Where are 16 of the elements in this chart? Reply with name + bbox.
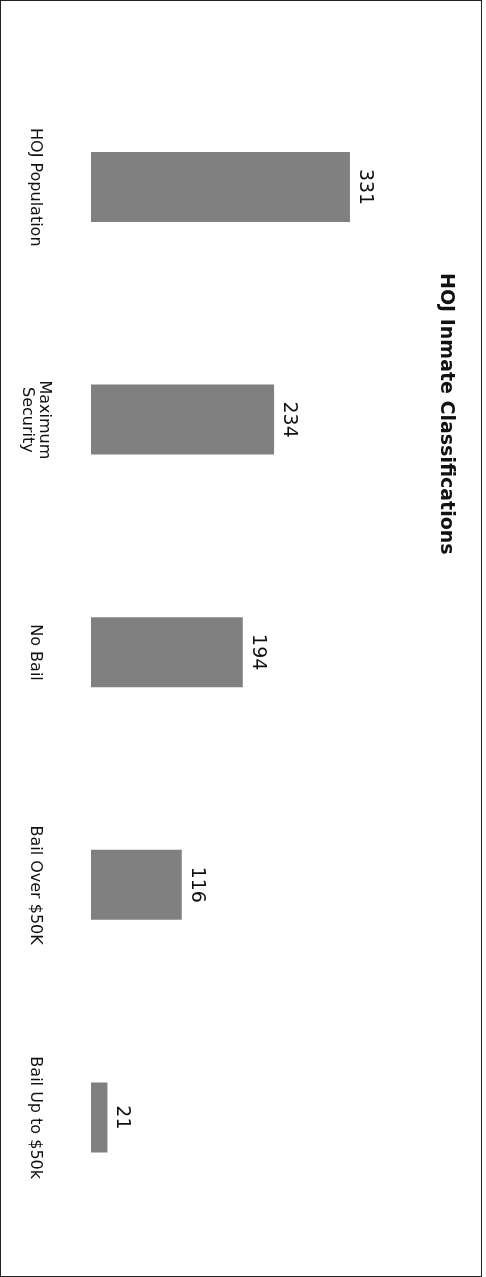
y-tick-label: HOJ Population: [27, 128, 46, 247]
bar: [91, 1082, 108, 1153]
bar: [91, 849, 182, 920]
data-label: 116: [187, 866, 210, 903]
bar: [91, 152, 350, 222]
data-label: 194: [248, 634, 271, 671]
bar: [91, 617, 243, 688]
y-tick-label: No Bail: [27, 624, 46, 681]
data-label: 21: [113, 1105, 136, 1130]
y-tick-label: Bail Over $50K: [27, 825, 46, 946]
data-label: 331: [355, 168, 378, 206]
y-tick-label: Bail Up to $50k: [27, 1056, 46, 1180]
data-label: 234: [280, 401, 303, 438]
y-tick-label: Maximum Security: [18, 380, 55, 460]
text: HOJ Inmate Classifications: [437, 273, 459, 555]
bar: [91, 384, 275, 455]
